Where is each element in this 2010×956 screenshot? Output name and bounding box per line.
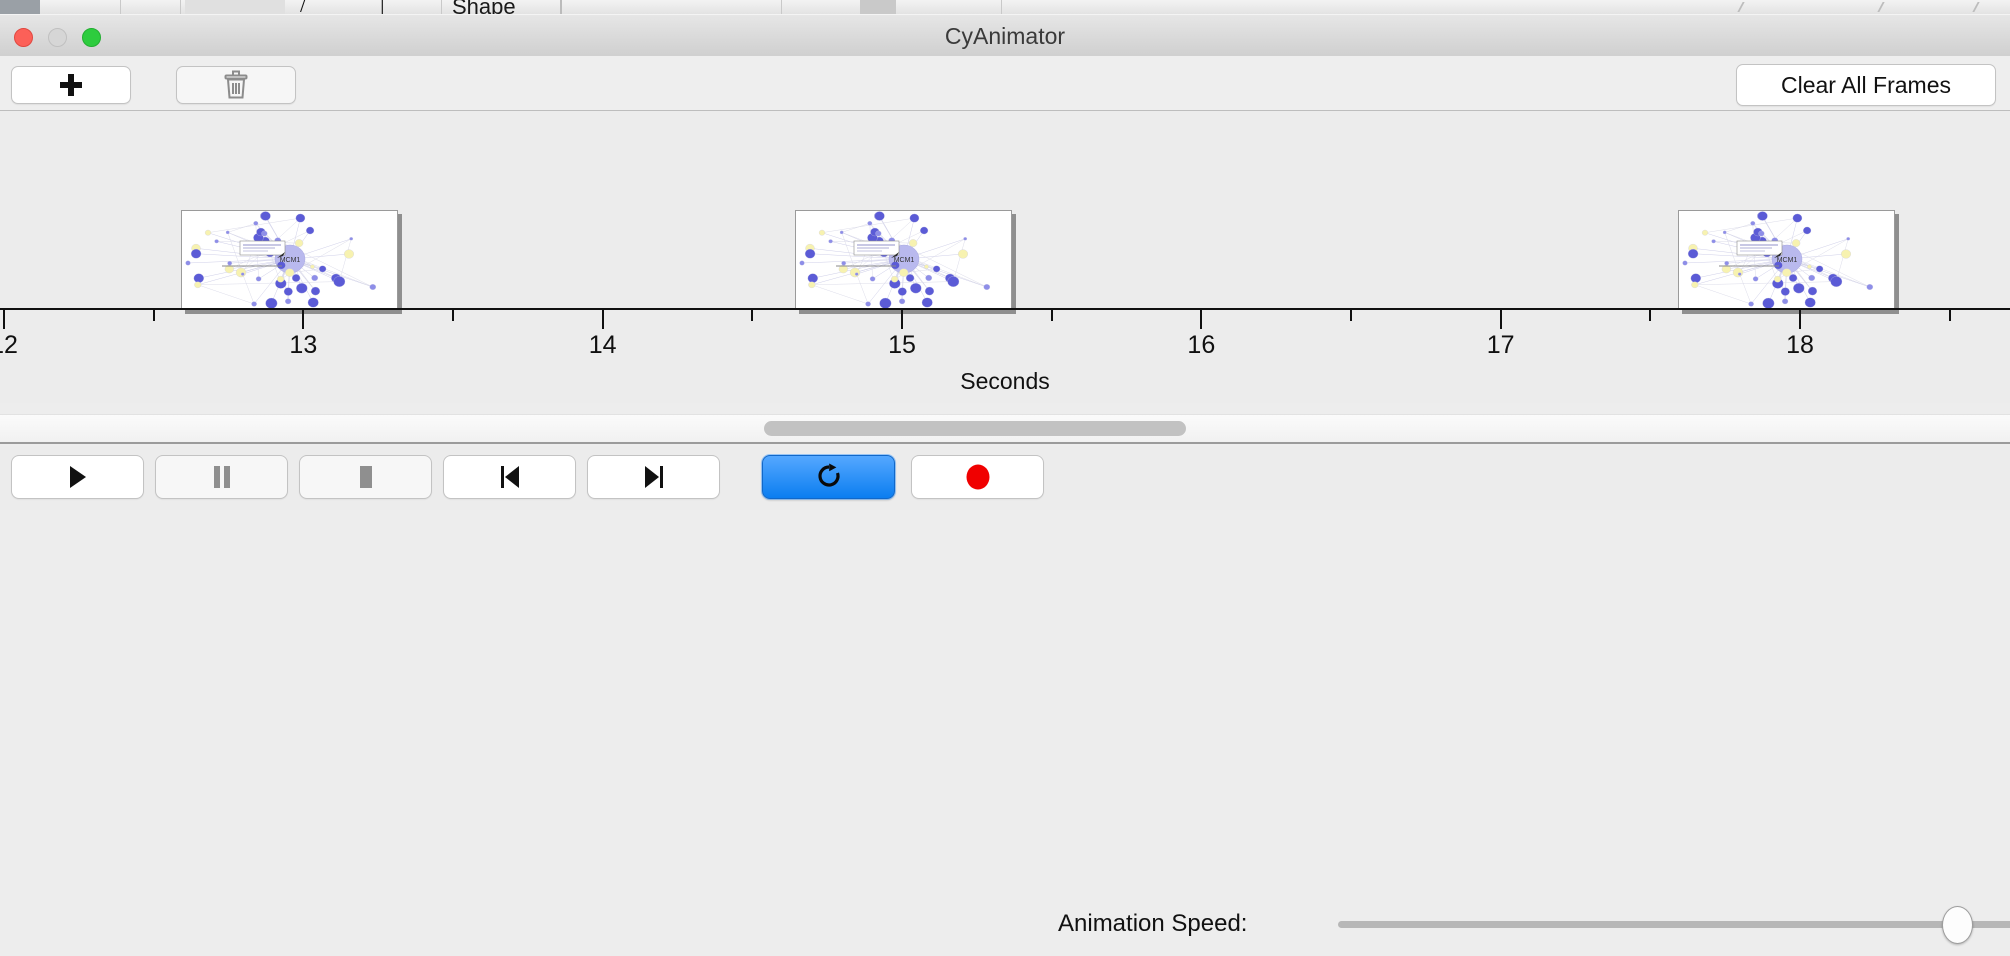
pause-button[interactable] (155, 455, 288, 499)
ruler-major-tick (1500, 310, 1502, 329)
ruler-minor-tick (452, 310, 454, 321)
pause-icon (211, 465, 233, 489)
toolbar: Clear All Frames (0, 56, 2010, 111)
ruler-axis-title: Seconds (0, 368, 2010, 395)
ruler-major-tick (901, 310, 903, 329)
svg-text:MCM1: MCM1 (280, 257, 301, 264)
playback-controls: Animation Speed: (0, 446, 2010, 510)
ruler-minor-tick (751, 310, 753, 321)
ruler-tick-label: 17 (1487, 331, 1515, 360)
plus-icon (60, 74, 82, 96)
ruler-minor-tick (1649, 310, 1651, 321)
ruler-tick-label: 14 (589, 331, 617, 360)
timeline-ruler[interactable]: Seconds 12 13 14 15 16 17 18 (0, 308, 2010, 403)
title-bar: CyAnimator (0, 14, 2010, 58)
ruler-major-tick (302, 310, 304, 329)
play-icon (68, 465, 88, 489)
skip-forward-icon (643, 465, 665, 489)
skip-to-start-button[interactable] (443, 455, 576, 499)
ruler-major-tick (1799, 310, 1801, 329)
svg-text:MCM1: MCM1 (1777, 257, 1798, 264)
loop-icon (816, 463, 842, 491)
ruler-minor-tick (1350, 310, 1352, 321)
loop-button[interactable] (762, 455, 895, 499)
ruler-tick-label: 13 (289, 331, 317, 360)
clear-all-frames-button[interactable]: Clear All Frames (1736, 64, 1996, 106)
record-button[interactable] (911, 455, 1044, 499)
ruler-minor-tick (1051, 310, 1053, 321)
animation-speed-slider[interactable] (1338, 918, 2010, 930)
frame-thumbnail[interactable]: MCM1 (795, 210, 1012, 310)
ruler-tick-label: 16 (1187, 331, 1215, 360)
ruler-major-tick (1200, 310, 1202, 329)
horizontal-scrollbar[interactable] (0, 414, 2010, 444)
ruler-major-tick (602, 310, 604, 329)
skip-back-icon (499, 465, 521, 489)
stop-button[interactable] (299, 455, 432, 499)
record-icon (964, 463, 992, 491)
window-title: CyAnimator (0, 15, 2010, 57)
delete-frame-button[interactable] (176, 66, 296, 104)
ruler-tick-label: 15 (888, 331, 916, 360)
frame-thumbnail[interactable]: MCM1 (181, 210, 398, 310)
ruler-tick-label: 12 (0, 331, 18, 360)
slider-track (1338, 921, 2010, 928)
slider-knob[interactable] (1942, 906, 1973, 944)
background-window-sliver: / | Shape (0, 0, 2010, 14)
frame-thumbnail[interactable]: MCM1 (1678, 210, 1895, 310)
scrollbar-thumb[interactable] (764, 421, 1186, 436)
ruler-minor-tick (153, 310, 155, 321)
clear-all-frames-label: Clear All Frames (1781, 72, 1951, 99)
svg-text:MCM1: MCM1 (894, 257, 915, 264)
stop-icon (357, 465, 375, 489)
trash-icon (223, 70, 249, 100)
ruler-tick-label: 18 (1786, 331, 1814, 360)
ruler-major-tick (3, 310, 5, 329)
animation-speed-label: Animation Speed: (1058, 892, 1247, 956)
background-shape-label: Shape (452, 0, 516, 14)
play-button[interactable] (11, 455, 144, 499)
skip-to-end-button[interactable] (587, 455, 720, 499)
ruler-minor-tick (1949, 310, 1951, 321)
add-frame-button[interactable] (11, 66, 131, 104)
cyanimator-window: / | Shape CyAnimator (0, 0, 2010, 510)
